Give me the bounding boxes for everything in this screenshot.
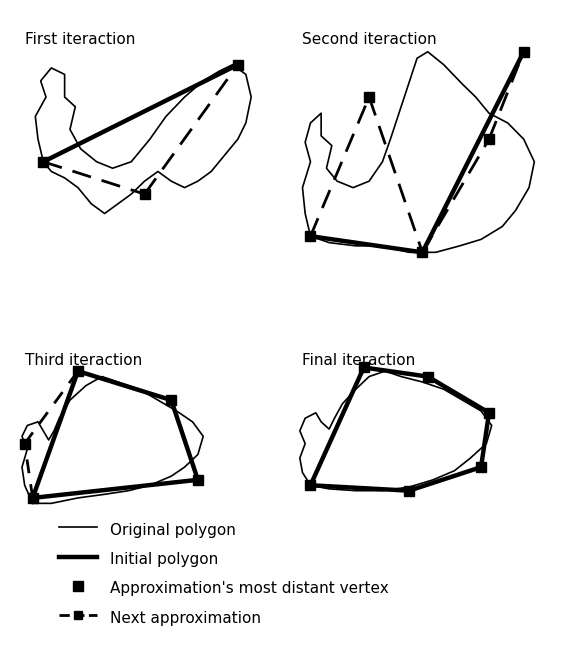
- Text: Second iteraction: Second iteraction: [303, 32, 437, 47]
- Text: First iteraction: First iteraction: [25, 32, 135, 47]
- Text: Final iteraction: Final iteraction: [303, 353, 416, 368]
- Text: Third iteraction: Third iteraction: [25, 353, 142, 368]
- Legend: Original polygon, Initial polygon, Approximation's most distant vertex, Next app: Original polygon, Initial polygon, Appro…: [53, 514, 395, 633]
